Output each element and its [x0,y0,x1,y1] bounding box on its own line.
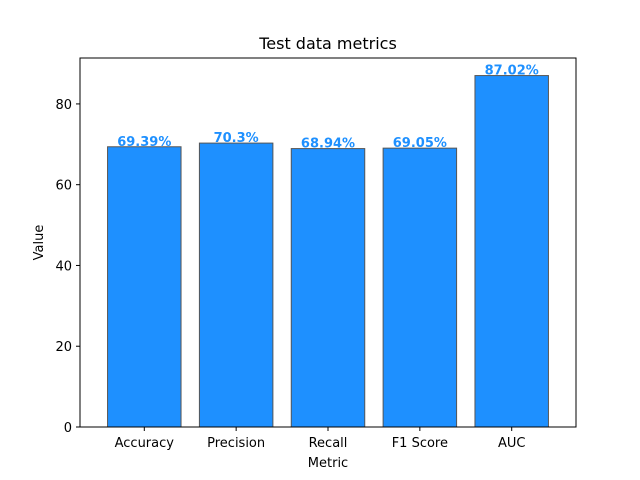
data-label: 69.05% [393,136,447,151]
plot-area-frame [79,57,577,428]
data-label: 69.39% [117,135,171,150]
bar-recall [290,148,366,428]
data-label: 68.94% [301,137,355,152]
y-tick-label: 20 [55,340,72,355]
bar-auc [474,75,549,428]
x-axis-label: Metric [308,456,348,471]
chart-title: Test data metrics [258,34,397,53]
y-tick-label: 0 [64,421,72,436]
y-axis-ticks: 0 20 40 60 80 [55,98,80,436]
x-axis-ticks: Accuracy Precision Recall F1 Score AUC [115,427,526,451]
y-tick-label: 40 [55,259,72,274]
data-label: 70.3% [214,131,259,146]
bars-group [107,75,549,428]
bar-precision [198,142,274,428]
bar-f1-score [382,147,458,428]
x-tick-label: Precision [207,436,265,451]
x-tick-label: Accuracy [115,436,175,451]
y-axis-label: Value [32,225,47,261]
y-tick-label: 60 [55,179,72,194]
data-label: 87.02% [485,64,539,79]
x-tick-label: F1 Score [392,436,448,451]
y-tick-label: 80 [55,98,72,113]
bar-accuracy [107,146,182,428]
x-tick-label: Recall [309,436,348,451]
x-tick-label: AUC [498,436,526,451]
data-labels-group: 69.39% 70.3% 68.94% 69.05% 87.02% [117,64,539,152]
